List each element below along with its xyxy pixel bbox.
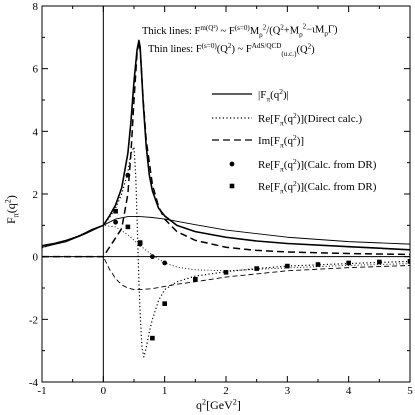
legend-marker-circle xyxy=(229,161,235,167)
marker-square xyxy=(315,262,321,267)
x-axis-label: q2[GeV2] xyxy=(196,397,241,412)
marker-square xyxy=(285,263,290,269)
plot-area xyxy=(42,6,410,382)
legend-label: |Fπ(q2)| xyxy=(258,87,289,103)
legend-item: |Fπ(q2)| xyxy=(212,87,289,103)
x-tick-label: -1 xyxy=(37,385,46,397)
chart-annotation: Thick lines: Fm(Q²) ~ F(s=0)Mρ2/(Q2+Mρ2−… xyxy=(142,23,338,58)
y-tick-label: -4 xyxy=(29,377,39,389)
marker-square xyxy=(113,208,118,214)
marker-square xyxy=(346,260,351,266)
marker-circle xyxy=(125,172,131,178)
y-tick-label: 4 xyxy=(33,126,39,138)
legend-label: Re[Fπ(q2)](Calc. from DR) xyxy=(258,179,377,195)
legend-item: Re[Fπ(q2)](Direct calc.) xyxy=(212,111,362,127)
marker-square xyxy=(162,301,167,306)
marker-circle xyxy=(113,219,118,225)
y-tick-label: -2 xyxy=(29,314,38,326)
marker-square xyxy=(254,266,259,271)
x-tick-label: 2 xyxy=(223,385,229,397)
y-tick-label: 6 xyxy=(33,64,39,76)
marker-square xyxy=(150,335,155,341)
x-tick-label: 0 xyxy=(101,385,107,397)
marker-circle xyxy=(162,260,168,266)
series-line-dotted-thin xyxy=(42,224,410,272)
legend-item: Re[Fπ(q2)](Calc. from DR) xyxy=(229,157,377,173)
legend-label: Re[Fπ(q2)](Direct calc.) xyxy=(258,111,362,127)
y-tick-label: 8 xyxy=(33,1,39,13)
marker-square xyxy=(193,276,198,282)
y-axis-label-text: Fπ(q2) xyxy=(3,195,20,224)
series-line-dotted-thick xyxy=(42,146,410,358)
y-axis-label: Fπ(q2) xyxy=(3,195,20,224)
x-tick-label: 1 xyxy=(162,385,168,397)
marker-circle xyxy=(150,254,155,260)
axes: -1 0 1 2 3 4 5 -4 -2 0 2 4 6 8 q2[GeV2] Fπ(q2) xyxy=(3,1,413,412)
marker-square xyxy=(223,270,229,275)
marker-square xyxy=(125,224,131,230)
series-line-dashed-thick xyxy=(42,41,410,258)
x-tick-label: 3 xyxy=(285,385,291,397)
legend-marker-square xyxy=(229,183,235,189)
series-line-solid-thick xyxy=(42,39,410,251)
marker-square xyxy=(377,259,382,265)
y-tick-label: 2 xyxy=(33,189,39,201)
marker-square xyxy=(137,240,143,245)
x-tick-label: 4 xyxy=(346,385,352,397)
y-tick-label: 0 xyxy=(33,252,39,264)
plot-frame xyxy=(41,5,411,383)
marker-square xyxy=(407,259,410,264)
legend-item: Im[Fπ(q2)] xyxy=(212,133,304,149)
annotation-thin-lines: Thin lines: F(s=0)(Q2) ~ FAdS/QCD(u.c.)(… xyxy=(148,42,315,58)
x-tick-label: 5 xyxy=(407,385,413,397)
series-line-solid-thin xyxy=(42,216,410,248)
legend: |Fπ(q2)| Re[Fπ(q2)](Direct calc.) Im[Fπ(q2… xyxy=(212,87,377,195)
annotation-thick-lines: Thick lines: Fm(Q²) ~ F(s=0)Mρ2/(Q2+Mρ2−… xyxy=(142,23,338,40)
legend-label: Re[Fπ(q2)](Calc. from DR) xyxy=(258,157,377,173)
legend-item: Re[Fπ(q2)](Calc. from DR) xyxy=(229,179,377,195)
series-line-dashed-thin xyxy=(42,256,410,291)
legend-label: Im[Fπ(q2)] xyxy=(258,133,304,149)
